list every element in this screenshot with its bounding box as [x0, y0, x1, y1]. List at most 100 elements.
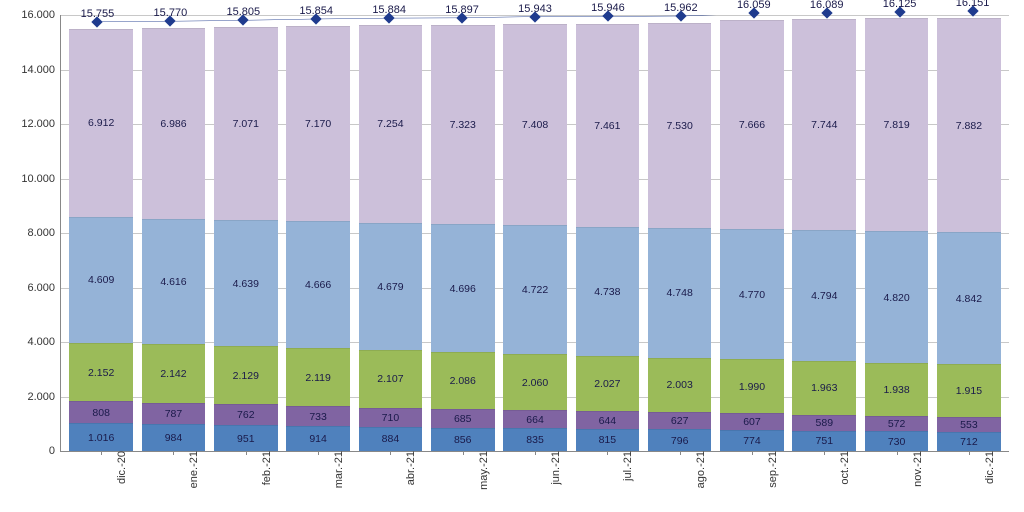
segment-value-label: 7.408 — [522, 119, 548, 131]
segment-value-label: 627 — [671, 415, 689, 427]
line-value-label: 16.151 — [956, 0, 990, 9]
bar-segment-s4: 4.666 — [286, 221, 350, 348]
segment-value-label: 733 — [309, 411, 327, 423]
bar-segment-s4: 4.770 — [720, 229, 784, 359]
bar-segment-s5: 7.170 — [286, 26, 350, 221]
segment-value-label: 685 — [454, 413, 472, 425]
segment-value-label: 730 — [888, 436, 906, 448]
bar-segment-s3: 2.027 — [576, 356, 640, 411]
segment-value-label: 6.986 — [160, 118, 186, 130]
bar-segment-s3: 2.152 — [69, 343, 133, 402]
bar-segment-s3: 2.142 — [142, 344, 206, 402]
bar-segment-s1: 1.016 — [69, 423, 133, 451]
segment-value-label: 664 — [526, 414, 544, 426]
bar-segment-s1: 856 — [431, 428, 495, 451]
segment-value-label: 7.071 — [233, 118, 259, 130]
stacked-bar: 7515891.9634.7947.744 — [792, 19, 856, 451]
bar-segment-s2: 787 — [142, 403, 206, 424]
segment-value-label: 7.666 — [739, 119, 765, 131]
bar-segment-s1: 914 — [286, 426, 350, 451]
bar-slot: 1.0168082.1524.6096.912dic.-20 — [65, 15, 137, 451]
x-axis-label: ene.-21 — [146, 451, 200, 488]
segment-value-label: 787 — [165, 408, 183, 420]
line-value-label: 15.884 — [372, 4, 406, 16]
stacked-bar: 7125531.9154.8427.882 — [937, 18, 1001, 451]
bar-segment-s3: 2.119 — [286, 348, 350, 406]
line-value-label: 15.755 — [81, 8, 115, 20]
bar-segment-s5: 7.744 — [792, 19, 856, 230]
bar-segment-s1: 984 — [142, 424, 206, 451]
segment-value-label: 951 — [237, 433, 255, 445]
bar-slot: 7515891.9634.7947.744oct.-21 — [788, 15, 860, 451]
bar-segment-s3: 2.107 — [359, 350, 423, 407]
y-axis-label: 4.000 — [27, 336, 61, 348]
y-axis-label: 14.000 — [21, 64, 61, 76]
segment-value-label: 2.060 — [522, 377, 548, 389]
bar-segment-s4: 4.679 — [359, 223, 423, 350]
bar-segment-s4: 4.820 — [865, 231, 929, 362]
segment-value-label: 7.819 — [883, 119, 909, 131]
stacked-bar-chart: 02.0004.0006.0008.00010.00012.00014.0001… — [0, 0, 1024, 512]
stacked-bar: 9517622.1294.6397.071 — [214, 27, 278, 451]
line-value-label: 16.059 — [737, 0, 771, 12]
bar-segment-s1: 751 — [792, 431, 856, 451]
bar-segment-s5: 7.530 — [648, 23, 712, 228]
stacked-bar: 8847102.1074.6797.254 — [359, 25, 423, 451]
bar-segment-s3: 1.915 — [937, 364, 1001, 416]
segment-value-label: 774 — [743, 435, 761, 447]
bar-segment-s1: 796 — [648, 429, 712, 451]
segment-value-label: 4.722 — [522, 284, 548, 296]
x-axis-label: mar.-21 — [291, 451, 345, 488]
segment-value-label: 2.119 — [305, 372, 331, 384]
segment-value-label: 796 — [671, 435, 689, 447]
bar-segment-s4: 4.639 — [214, 220, 278, 346]
segment-value-label: 1.016 — [88, 432, 114, 444]
stacked-bar: 7966272.0034.7487.530 — [648, 23, 712, 451]
bar-segment-s1: 774 — [720, 430, 784, 451]
line-value-label: 15.805 — [226, 7, 260, 19]
bar-slot: 7966272.0034.7487.530ago.-21 — [644, 15, 716, 451]
bar-segment-s3: 1.990 — [720, 359, 784, 413]
segment-value-label: 710 — [382, 412, 400, 424]
segment-value-label: 607 — [743, 416, 761, 428]
bar-segment-s4: 4.616 — [142, 219, 206, 345]
segment-value-label: 589 — [816, 417, 834, 429]
y-axis-label: 16.000 — [21, 9, 61, 21]
bar-segment-s4: 4.842 — [937, 232, 1001, 364]
bar-segment-s2: 762 — [214, 404, 278, 425]
x-axis-label: ago.-21 — [653, 451, 707, 488]
bar-segment-s4: 4.696 — [431, 224, 495, 352]
line-value-label: 16.125 — [883, 0, 917, 10]
bar-slot: 9847872.1424.6166.986ene.-21 — [137, 15, 209, 451]
line-value-label: 15.897 — [445, 4, 479, 16]
segment-value-label: 2.027 — [594, 378, 620, 390]
line-value-label: 15.943 — [518, 3, 552, 15]
y-axis-label: 2.000 — [27, 391, 61, 403]
segment-value-label: 914 — [309, 433, 327, 445]
bar-segment-s3: 2.060 — [503, 354, 567, 410]
bar-segment-s3: 2.003 — [648, 358, 712, 413]
bar-segment-s1: 951 — [214, 425, 278, 451]
segment-value-label: 1.990 — [739, 381, 765, 393]
bar-segment-s2: 644 — [576, 411, 640, 429]
bar-segment-s1: 835 — [503, 428, 567, 451]
bar-slot: 7746071.9904.7707.666sep.-21 — [716, 15, 788, 451]
bar-segment-s3: 1.938 — [865, 363, 929, 416]
stacked-bar: 835 664 2.060 4.722 7.408 — [503, 23, 567, 451]
bar-segment-s2: 572 — [865, 416, 929, 432]
segment-value-label: 4.679 — [377, 281, 403, 293]
segment-value-label: 2.152 — [88, 367, 114, 379]
segment-value-label: 1.938 — [883, 384, 909, 396]
bar-segment-s5: 7.819 — [865, 18, 929, 231]
stacked-bar: 914 733 2.119 4.6667.170 — [286, 26, 350, 451]
segment-value-label: 4.794 — [811, 290, 837, 302]
bar-segment-s5: 7.323 — [431, 25, 495, 225]
stacked-bar: 730 572 1.938 4.820 7.819 — [865, 18, 929, 451]
bar-segment-s1: 712 — [937, 432, 1001, 451]
segment-value-label: 884 — [382, 433, 400, 445]
stacked-bar: 1.0168082.1524.6096.912 — [69, 29, 133, 451]
bar-segment-s5: 7.408 — [503, 24, 567, 226]
segment-value-label: 762 — [237, 409, 255, 421]
line-value-label: 15.770 — [154, 7, 188, 19]
segment-value-label: 4.609 — [88, 274, 114, 286]
